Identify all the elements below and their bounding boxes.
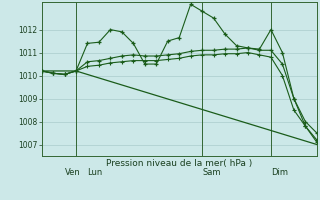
X-axis label: Pression niveau de la mer( hPa ): Pression niveau de la mer( hPa ) [106,159,252,168]
Text: Sam: Sam [202,168,220,177]
Text: Ven: Ven [65,168,80,177]
Text: Dim: Dim [271,168,288,177]
Text: Lun: Lun [87,168,103,177]
